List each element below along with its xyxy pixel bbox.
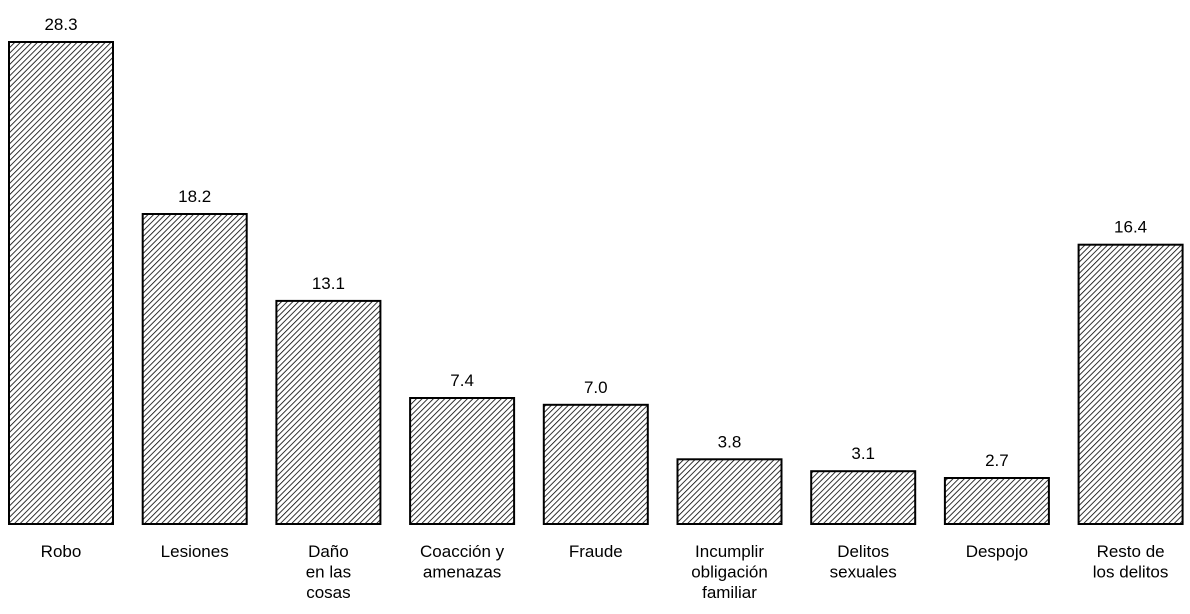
category-label: Incumplir obligación familiar [691, 542, 768, 602]
category-label: Daño en las cosas [306, 542, 351, 602]
bar [943, 477, 1050, 525]
category-label: Resto de los delitos [1093, 542, 1169, 582]
category-label: Coacción y amenazas [420, 542, 505, 582]
bar [275, 299, 382, 525]
bars-group [8, 41, 1184, 526]
bar-value-label: 16.4 [1114, 218, 1147, 237]
bar [1077, 243, 1184, 525]
category-label: Robo [41, 542, 82, 561]
category-labels-group: Robo Lesiones Daño en las cosas Coacción y ame… [41, 542, 1169, 602]
bar-value-label: 7.0 [584, 378, 608, 397]
bar-value-label: 28.3 [44, 15, 77, 34]
bar [141, 213, 248, 525]
bar-value-label: 7.4 [450, 371, 474, 390]
bar [542, 403, 649, 525]
bar-value-label: 3.8 [718, 432, 742, 451]
bar [8, 41, 114, 525]
bar-value-label: 2.7 [985, 451, 1009, 470]
category-label: Fraude [569, 542, 623, 561]
bar-value-label: 18.2 [178, 187, 211, 206]
bar [676, 458, 783, 525]
category-label: Delitos sexuales [830, 542, 897, 582]
value-labels-group: 28.3 18.2 13.1 7.4 7.0 3.8 3.1 2.7 16.4 [44, 15, 1147, 470]
category-label: Lesiones [161, 542, 229, 561]
bar-value-label: 3.1 [851, 444, 875, 463]
bar [810, 470, 917, 526]
category-label: Despojo [966, 542, 1028, 561]
bar-value-label: 13.1 [312, 274, 345, 293]
bar [409, 397, 516, 525]
